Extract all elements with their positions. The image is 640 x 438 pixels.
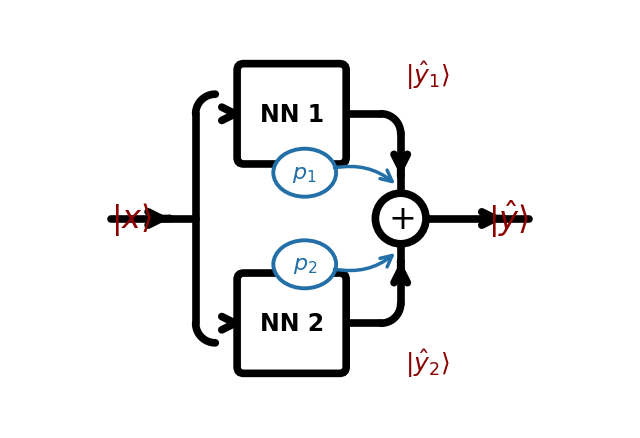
FancyBboxPatch shape — [237, 64, 346, 165]
Text: NN 1: NN 1 — [260, 102, 324, 127]
Text: $p_2$: $p_2$ — [292, 254, 317, 276]
Text: $p_1$: $p_1$ — [292, 162, 317, 184]
Ellipse shape — [273, 149, 336, 197]
Circle shape — [376, 194, 426, 244]
Ellipse shape — [273, 241, 336, 289]
FancyBboxPatch shape — [237, 273, 346, 374]
Text: $|\hat{y}\rangle$: $|\hat{y}\rangle$ — [488, 198, 529, 240]
Text: $|\hat{y}_2\rangle$: $|\hat{y}_2\rangle$ — [405, 346, 450, 379]
Text: $+$: $+$ — [387, 202, 414, 236]
Text: $|x\rangle$: $|x\rangle$ — [111, 201, 152, 237]
Text: $|\hat{y}_1\rangle$: $|\hat{y}_1\rangle$ — [405, 59, 450, 92]
Text: NN 2: NN 2 — [260, 311, 324, 336]
